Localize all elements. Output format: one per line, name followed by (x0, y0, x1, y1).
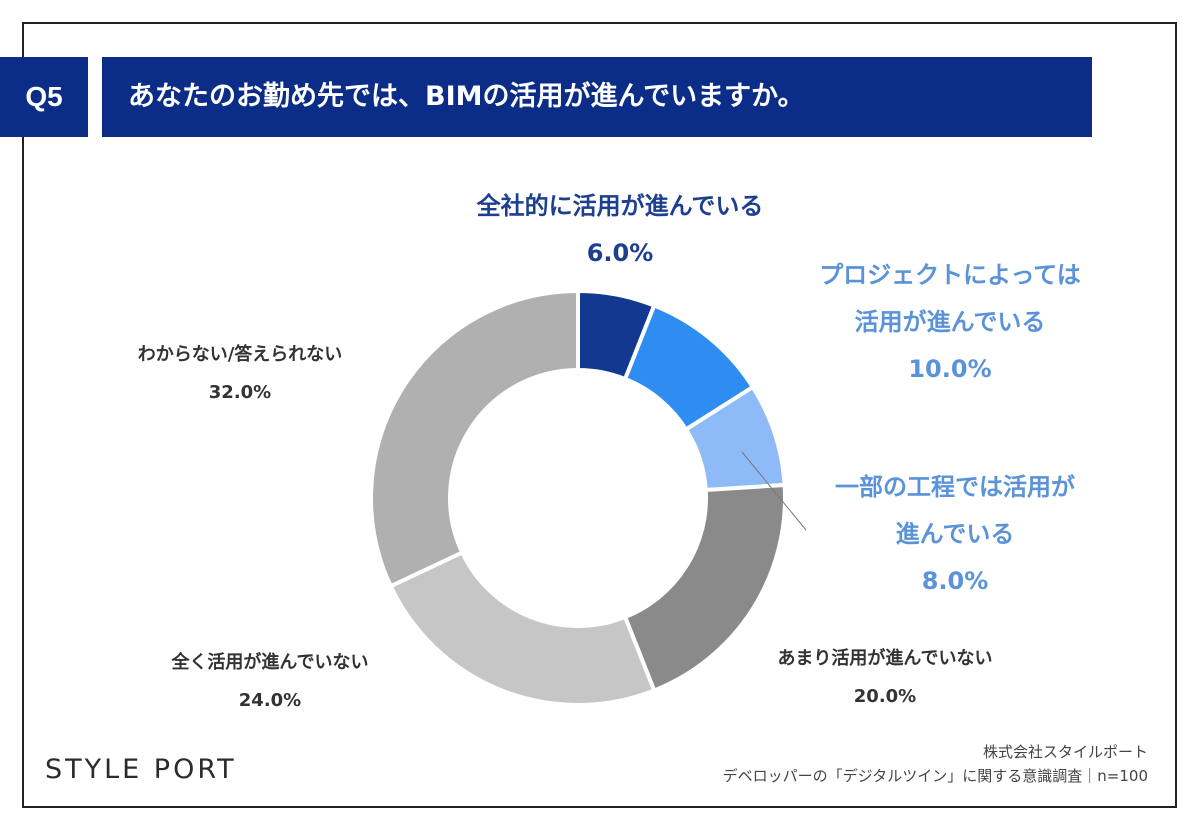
leader-line-slice-2 (741, 451, 807, 531)
label-slice-2: 一部の工程では活用が 進んでいる 8.0% (790, 464, 1120, 605)
chart-frame (22, 22, 1177, 808)
label-slice-5-line-0: わからない/答えられない (137, 344, 343, 365)
label-slice-2-value: 8.0% (921, 567, 989, 595)
label-slice-2-line-0: 一部の工程では活用が (835, 473, 1075, 501)
source-survey: デベロッパーの「デジタルツイン」に関する意識調査｜n=100 (722, 767, 1148, 785)
style-port-logo: STYLE PORT (45, 754, 237, 785)
label-slice-1-line-0: プロジェクトによっては (819, 261, 1081, 289)
label-slice-0: 全社的に活用が進んでいる 6.0% (440, 183, 800, 277)
label-slice-1: プロジェクトによっては 活用が進んでいる 10.0% (780, 252, 1120, 393)
question-number-badge: Q5 (0, 57, 88, 137)
source-note: 株式会社スタイルポート デベロッパーの「デジタルツイン」に関する意識調査｜n=1… (723, 740, 1148, 788)
donut-slice-5 (369, 288, 580, 589)
label-slice-4-line-0: 全く活用が進んでいない (171, 652, 369, 673)
label-slice-0-value: 6.0% (586, 239, 654, 267)
label-slice-5: わからない/答えられない 32.0% (95, 336, 385, 412)
donut-slice-4 (388, 549, 657, 707)
label-slice-0-line-0: 全社的に活用が進んでいる (476, 192, 764, 220)
label-slice-4-value: 24.0% (238, 690, 302, 711)
label-slice-1-line-1: 活用が進んでいる (854, 308, 1046, 336)
label-slice-4: 全く活用が進んでいない 24.0% (125, 644, 415, 720)
label-slice-2-line-1: 進んでいる (895, 520, 1015, 548)
label-slice-5-value: 32.0% (208, 382, 272, 403)
label-slice-3-value: 20.0% (853, 686, 917, 707)
question-title: あなたのお勤め先では、BIMの活用が進んでいますか。 (102, 57, 1092, 137)
label-slice-1-value: 10.0% (908, 355, 992, 383)
label-slice-3: あまり活用が進んでいない 20.0% (740, 640, 1030, 716)
source-company: 株式会社スタイルポート (982, 743, 1148, 761)
label-slice-3-line-0: あまり活用が進んでいない (777, 648, 993, 669)
